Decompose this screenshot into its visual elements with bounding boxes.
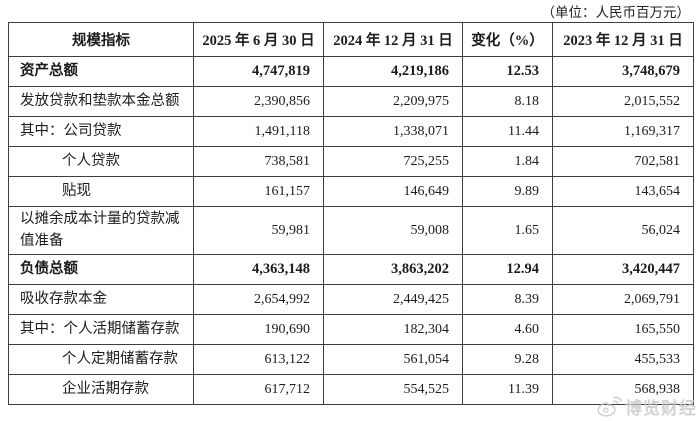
- row-label: 资产总额: [8, 56, 194, 87]
- row-value: 455,533: [552, 344, 694, 375]
- row-value: 4.60: [462, 314, 553, 345]
- row-value: 190,690: [193, 314, 324, 345]
- row-value: 3,863,202: [323, 254, 463, 285]
- table-row: 贴现 161,157 146,649 9.89 143,654: [8, 176, 694, 207]
- row-value: 738,581: [193, 146, 324, 177]
- table-row: 其中：公司贷款 1,491,118 1,338,071 11.44 1,169,317: [8, 116, 694, 147]
- row-value: 568,938: [552, 374, 694, 405]
- row-value: 1.65: [462, 206, 553, 255]
- table-row: 个人贷款 738,581 725,255 1.84 702,581: [8, 146, 694, 177]
- row-value: 146,649: [323, 176, 463, 207]
- row-value: 11.39: [462, 374, 553, 405]
- row-value: 2,209,975: [323, 86, 463, 117]
- row-value: 165,550: [552, 314, 694, 345]
- row-value: 59,981: [193, 206, 324, 255]
- table-row: 吸收存款本金 2,654,992 2,449,425 8.39 2,069,791: [8, 284, 694, 315]
- table-row: 以摊余成本计量的贷款减值准备 59,981 59,008 1.65 56,024: [8, 206, 694, 255]
- row-value: 702,581: [552, 146, 694, 177]
- row-value: 59,008: [323, 206, 463, 255]
- row-label: 贴现: [8, 176, 194, 207]
- table-row: 企业活期存款 617,712 554,525 11.39 568,938: [8, 374, 694, 405]
- row-value: 2,390,856: [193, 86, 324, 117]
- row-label: 个人贷款: [8, 146, 194, 177]
- row-value: 3,748,679: [552, 56, 694, 87]
- row-label: 吸收存款本金: [8, 284, 194, 315]
- row-label: 其中：个人活期储蓄存款: [8, 314, 194, 345]
- row-value: 11.44: [462, 116, 553, 147]
- table-header-row: 规模指标 2025 年 6 月 30 日 2024 年 12 月 31 日 变化…: [8, 22, 694, 57]
- row-value: 8.39: [462, 284, 553, 315]
- row-value: 4,219,186: [323, 56, 463, 87]
- row-value: 143,654: [552, 176, 694, 207]
- header-2023-12-31: 2023 年 12 月 31 日: [552, 22, 694, 57]
- row-value: 9.28: [462, 344, 553, 375]
- row-value: 613,122: [193, 344, 324, 375]
- table-body: 资产总额 4,747,819 4,219,186 12.53 3,748,679 发放贷款…: [8, 56, 694, 405]
- row-value: 2,069,791: [552, 284, 694, 315]
- table-row: 资产总额 4,747,819 4,219,186 12.53 3,748,679: [8, 56, 694, 87]
- row-value: 554,525: [323, 374, 463, 405]
- row-label: 个人定期储蓄存款: [8, 344, 194, 375]
- header-2025-06-30: 2025 年 6 月 30 日: [193, 22, 324, 57]
- row-value: 561,054: [323, 344, 463, 375]
- row-label: 以摊余成本计量的贷款减值准备: [8, 206, 194, 255]
- row-value: 4,363,148: [193, 254, 324, 285]
- row-label: 发放贷款和垫款本金总额: [8, 86, 194, 117]
- row-value: 617,712: [193, 374, 324, 405]
- table-row: 负债总额 4,363,148 3,863,202 12.94 3,420,447: [8, 254, 694, 285]
- row-value: 161,157: [193, 176, 324, 207]
- table-row: 其中：个人活期储蓄存款 190,690 182,304 4.60 165,550: [8, 314, 694, 345]
- row-value: 1,169,317: [552, 116, 694, 147]
- row-label: 负债总额: [8, 254, 194, 285]
- row-value: 1,491,118: [193, 116, 324, 147]
- table-row: 发放贷款和垫款本金总额 2,390,856 2,209,975 8.18 2,015,5…: [8, 86, 694, 117]
- scale-indicators-table: 规模指标 2025 年 6 月 30 日 2024 年 12 月 31 日 变化…: [8, 22, 694, 405]
- row-label: 企业活期存款: [8, 374, 194, 405]
- row-label: 其中：公司贷款: [8, 116, 194, 147]
- row-value: 2,449,425: [323, 284, 463, 315]
- row-value: 12.53: [462, 56, 553, 87]
- table-row: 个人定期储蓄存款 613,122 561,054 9.28 455,533: [8, 344, 694, 375]
- row-value: 182,304: [323, 314, 463, 345]
- header-scale-indicator: 规模指标: [8, 22, 194, 57]
- row-value: 1.84: [462, 146, 553, 177]
- row-value: 8.18: [462, 86, 553, 117]
- row-value: 1,338,071: [323, 116, 463, 147]
- row-value: 2,015,552: [552, 86, 694, 117]
- row-value: 12.94: [462, 254, 553, 285]
- row-value: 3,420,447: [552, 254, 694, 285]
- row-value: 56,024: [552, 206, 694, 255]
- row-value: 725,255: [323, 146, 463, 177]
- row-value: 4,747,819: [193, 56, 324, 87]
- header-change-pct: 变化（%）: [462, 22, 553, 57]
- row-value: 2,654,992: [193, 284, 324, 315]
- unit-note: （单位：人民币百万元）: [541, 5, 691, 20]
- row-value: 9.89: [462, 176, 553, 207]
- header-2024-12-31: 2024 年 12 月 31 日: [323, 22, 463, 57]
